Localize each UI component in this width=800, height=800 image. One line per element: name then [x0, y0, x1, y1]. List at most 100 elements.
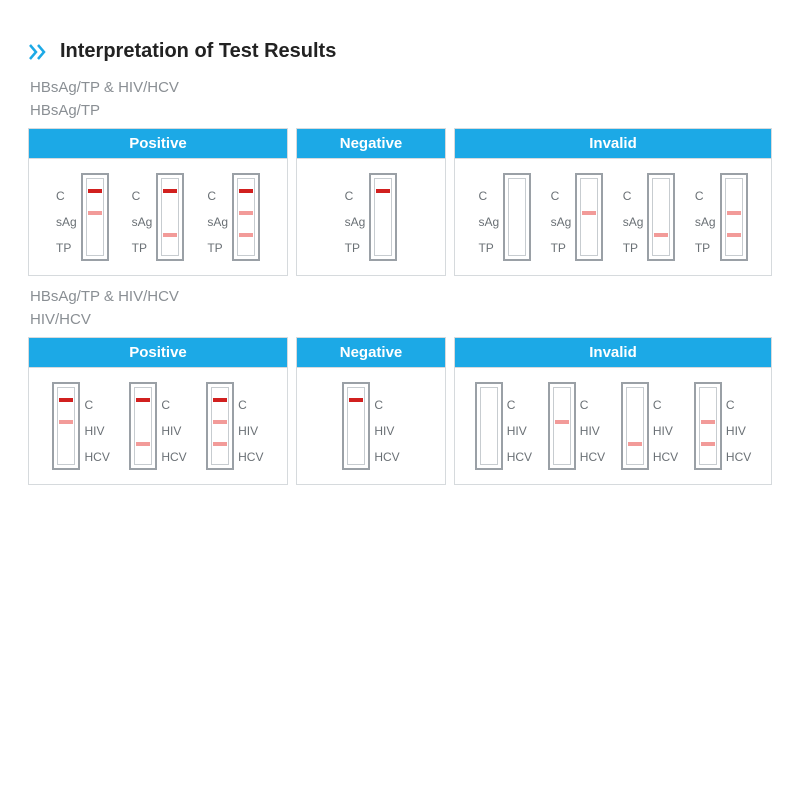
strip-label: TP — [345, 240, 366, 256]
strip-label: HCV — [374, 449, 399, 465]
strip-label: C — [374, 397, 399, 413]
result-band — [239, 233, 253, 237]
test-strip-group: CHIVHCV — [206, 382, 263, 470]
content-area: HBsAg/TP & HIV/HCV HBsAg/TP Positive CsAg TP… — [28, 77, 772, 485]
strip-label: TP — [56, 240, 77, 256]
section-subtitle: HBsAg/TP — [30, 100, 772, 123]
strip-label: HIV — [580, 423, 605, 439]
test-strip-group: CHIVHCV — [342, 382, 399, 470]
panel-header: Negative — [297, 129, 445, 159]
strip-window — [580, 178, 598, 256]
strip-labels: CsAg TP — [478, 178, 499, 256]
strip-labels: CsAgTP — [695, 178, 716, 256]
result-panel: InvalidCsAgTPCsAgTPCsAgTPCsAgTP — [454, 128, 772, 276]
result-band — [582, 211, 596, 215]
strip-label: sAg — [478, 214, 499, 230]
strip-labels: CHIVHCV — [507, 387, 532, 465]
result-band — [628, 442, 642, 446]
result-band — [136, 398, 150, 402]
strip-label: C — [345, 188, 366, 204]
strip-labels: CsAg TP — [56, 178, 77, 256]
section-subtitle: HBsAg/TP & HIV/HCV — [30, 286, 772, 309]
strip-label: HIV — [726, 423, 751, 439]
strip-label: HCV — [507, 449, 532, 465]
heading-row: Interpretation of Test Results — [28, 40, 772, 63]
strip-label: C — [726, 397, 751, 413]
test-strip — [548, 382, 576, 470]
test-strip — [621, 382, 649, 470]
strip-labels: CHIVHCV — [161, 387, 186, 465]
strip-label: sAg — [56, 214, 77, 230]
strip-label: TP — [478, 240, 499, 256]
strip-label: TP — [551, 240, 572, 256]
result-band — [239, 211, 253, 215]
test-strip-group: CsAgTP — [551, 173, 604, 261]
test-strip-group: CHIVHCV — [475, 382, 532, 470]
strip-label: C — [161, 397, 186, 413]
result-section: HBsAg/TP & HIV/HCVHIV/HCVPositiveCHIVHCV… — [28, 286, 772, 485]
result-band — [59, 420, 73, 424]
strip-window — [699, 387, 717, 465]
section-subtitle: HIV/HCV — [30, 309, 772, 332]
test-strip — [81, 173, 109, 261]
test-strip-group: CHIVHCV — [621, 382, 678, 470]
strip-label: HCV — [238, 449, 263, 465]
strip-label: sAg — [132, 214, 153, 230]
strip-label: C — [478, 188, 499, 204]
test-strip — [156, 173, 184, 261]
strip-labels: CsAgTP — [551, 178, 572, 256]
test-strip — [647, 173, 675, 261]
panel-body: CHIVHCVCHIVHCVCHIVHCV — [29, 368, 287, 484]
strip-label: C — [623, 188, 644, 204]
strip-label: C — [207, 188, 228, 204]
result-section: HBsAg/TP & HIV/HCVHBsAg/TPPositiveCsAgTP… — [28, 77, 772, 276]
result-panel: PositiveCHIVHCVCHIVHCVCHIVHCV — [28, 337, 288, 485]
strip-label: C — [238, 397, 263, 413]
result-band — [349, 398, 363, 402]
test-strip-group: CsAg TP — [56, 173, 109, 261]
strip-label: TP — [695, 240, 716, 256]
test-strip-group: CsAg TP — [132, 173, 185, 261]
result-panel: Negative CsAg TP — [296, 128, 446, 276]
result-band — [654, 233, 668, 237]
panel-body: CHIVHCV — [297, 368, 445, 484]
strip-label: C — [132, 188, 153, 204]
strip-label: C — [84, 397, 109, 413]
result-band — [213, 398, 227, 402]
panel-header: Positive — [29, 338, 287, 368]
result-panel: PositiveCsAgTPCsAgTPCsAgTP — [28, 128, 288, 276]
test-strip-group: CHIVHCV — [129, 382, 186, 470]
result-band — [88, 189, 102, 193]
test-strip-group: CHIVHCV — [52, 382, 109, 470]
test-strip-group: CsAgTP — [695, 173, 748, 261]
panel-header: Negative — [297, 338, 445, 368]
strip-label: C — [56, 188, 77, 204]
test-strip — [575, 173, 603, 261]
strip-label: HCV — [726, 449, 751, 465]
test-strip — [475, 382, 503, 470]
panel-body: CHIVHCVCHIVHCVCHIVHCVCHIVHCV — [455, 368, 771, 484]
panel-row: PositiveCsAgTPCsAgTPCsAgTPNegativeCsAgTP… — [28, 128, 772, 276]
strip-labels: CHIVHCV — [374, 387, 399, 465]
strip-labels: CHIVHCV — [84, 387, 109, 465]
result-band — [555, 420, 569, 424]
panel-row: PositiveCHIVHCVCHIVHCVCHIVHCVNegativeCHI… — [28, 337, 772, 485]
strip-label: C — [507, 397, 532, 413]
test-strip-group: CsAgTP — [623, 173, 676, 261]
strip-label: HIV — [84, 423, 109, 439]
result-band — [213, 442, 227, 446]
strip-window — [480, 387, 498, 465]
result-band — [701, 420, 715, 424]
result-band — [727, 211, 741, 215]
test-strip — [369, 173, 397, 261]
strip-label: C — [551, 188, 572, 204]
page-title: Interpretation of Test Results — [60, 40, 336, 63]
strip-label: sAg — [345, 214, 366, 230]
strip-label: HCV — [653, 449, 678, 465]
strip-labels: CsAgTP — [623, 178, 644, 256]
strip-label: TP — [132, 240, 153, 256]
strip-label: HCV — [580, 449, 605, 465]
strip-label: TP — [623, 240, 644, 256]
strip-labels: CHIVHCV — [238, 387, 263, 465]
strip-window — [725, 178, 743, 256]
